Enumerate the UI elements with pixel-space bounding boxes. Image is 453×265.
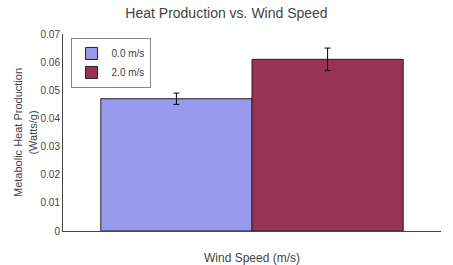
- svg-text:Metabolic Heat Production(Watt: Metabolic Heat Production(Watts/g): [12, 68, 38, 197]
- svg-text:0: 0: [54, 226, 60, 237]
- svg-text:0.05: 0.05: [41, 85, 61, 96]
- svg-text:0.04: 0.04: [41, 113, 61, 124]
- svg-text:2.0 m/s: 2.0 m/s: [112, 67, 145, 78]
- svg-text:0.02: 0.02: [41, 169, 61, 180]
- svg-text:Heat Production vs. Wind Speed: Heat Production vs. Wind Speed: [125, 5, 327, 21]
- svg-text:0.03: 0.03: [41, 141, 61, 152]
- svg-text:0.01: 0.01: [41, 197, 61, 208]
- svg-text:0.07: 0.07: [41, 29, 61, 40]
- svg-text:Wind Speed (m/s): Wind Speed (m/s): [204, 251, 300, 265]
- svg-text:0.06: 0.06: [41, 57, 61, 68]
- svg-text:0.0 m/s: 0.0 m/s: [112, 48, 145, 59]
